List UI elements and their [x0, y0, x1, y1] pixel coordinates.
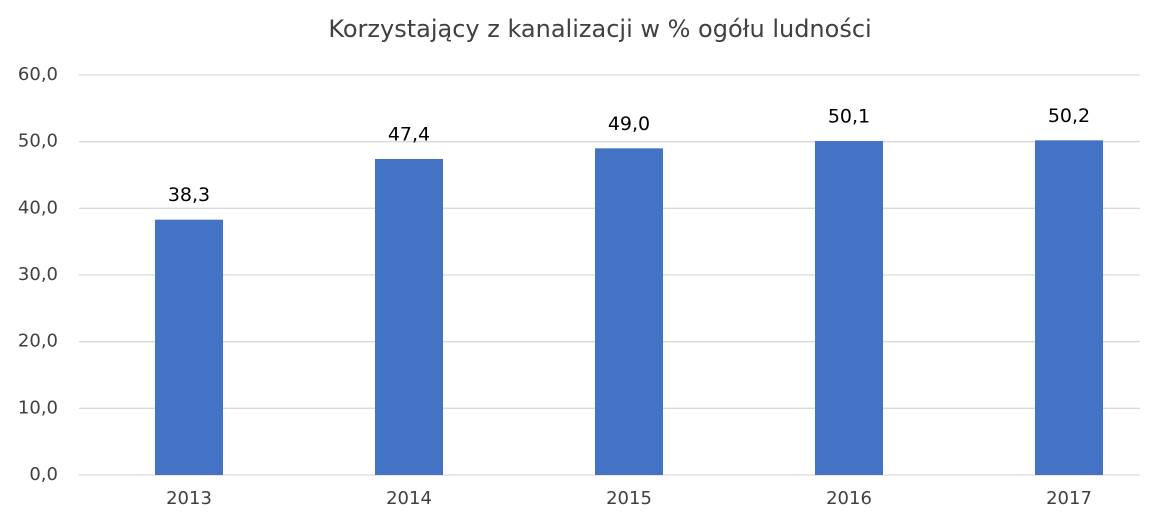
y-tick-label: 30,0: [18, 264, 58, 285]
data-label: 50,1: [828, 106, 870, 128]
bar: [155, 219, 223, 475]
bar: [815, 141, 883, 475]
y-tick-label: 10,0: [18, 397, 58, 418]
x-tick-label: 2013: [166, 488, 212, 509]
y-tick-label: 60,0: [18, 64, 58, 85]
x-tick-label: 2015: [606, 488, 652, 509]
x-tick-label: 2014: [386, 488, 432, 509]
x-tick-label: 2016: [826, 488, 872, 509]
bar: [1035, 140, 1103, 476]
y-tick-label: 0,0: [29, 464, 58, 485]
y-tick-label: 20,0: [18, 331, 58, 352]
x-tick-label: 2017: [1046, 488, 1092, 509]
data-label: 38,3: [168, 184, 210, 206]
bar: [375, 159, 443, 475]
bar: [595, 148, 663, 476]
chart-title: Korzystający z kanalizacji w % ogółu lud…: [328, 15, 871, 43]
data-label: 47,4: [388, 124, 430, 146]
y-tick-label: 40,0: [18, 197, 58, 218]
data-label: 50,2: [1048, 105, 1090, 127]
data-label: 49,0: [608, 113, 650, 135]
y-tick-label: 50,0: [18, 131, 58, 152]
